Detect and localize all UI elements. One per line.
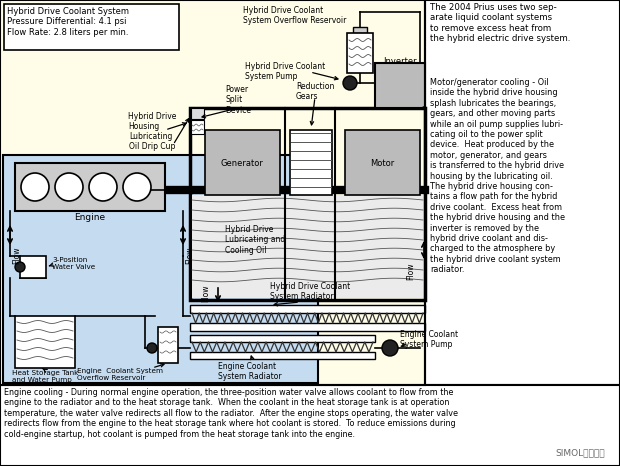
Text: Flow: Flow xyxy=(185,246,194,263)
Text: Hybrid Drive Coolant System
Pressure Differential: 4.1 psi
Flow Rate: 2.8 liters: Hybrid Drive Coolant System Pressure Dif… xyxy=(7,7,129,37)
Bar xyxy=(0,385,620,466)
Bar xyxy=(375,63,425,108)
Text: Flow: Flow xyxy=(406,262,415,280)
Text: Heat Storage Tank
and Water Pump: Heat Storage Tank and Water Pump xyxy=(12,370,78,383)
Text: Engine Coolant
System Pump: Engine Coolant System Pump xyxy=(400,330,458,350)
Text: Generator: Generator xyxy=(221,158,264,167)
Bar xyxy=(191,120,204,134)
Circle shape xyxy=(147,343,157,353)
Bar xyxy=(190,108,425,300)
Bar xyxy=(353,27,367,33)
Text: SIMOL西模论坛: SIMOL西模论坛 xyxy=(555,448,604,457)
Circle shape xyxy=(123,173,151,201)
Text: Reduction
Gears: Reduction Gears xyxy=(296,82,334,102)
Bar xyxy=(158,327,178,363)
Text: Inverter: Inverter xyxy=(383,57,417,66)
Text: Flow: Flow xyxy=(201,284,210,302)
Text: The 2004 Prius uses two sep-
arate liquid coolant systems
to remove excess heat : The 2004 Prius uses two sep- arate liqui… xyxy=(430,3,570,43)
Text: Flow: Flow xyxy=(12,246,21,263)
Text: Hybrid Drive Coolant
System Radiator: Hybrid Drive Coolant System Radiator xyxy=(270,282,350,302)
Circle shape xyxy=(15,262,25,272)
Bar xyxy=(20,256,46,278)
Bar xyxy=(191,108,204,119)
Bar xyxy=(290,130,332,195)
Bar xyxy=(190,305,425,313)
Text: Hybrid Drive
Housing: Hybrid Drive Housing xyxy=(128,112,176,131)
Text: Power
Split
Device: Power Split Device xyxy=(225,85,251,115)
Bar xyxy=(190,323,425,331)
Bar xyxy=(4,4,179,50)
Text: Engine Coolant
System Radiator: Engine Coolant System Radiator xyxy=(218,362,282,381)
Bar xyxy=(3,155,318,383)
Text: Hybrid Drive Coolant
System Overflow Reservoir: Hybrid Drive Coolant System Overflow Res… xyxy=(243,6,347,26)
Text: Engine  Coolant System
Overflow Reservoir: Engine Coolant System Overflow Reservoir xyxy=(77,368,163,381)
Bar xyxy=(347,33,373,73)
Circle shape xyxy=(21,173,49,201)
Bar xyxy=(15,316,75,368)
Text: Hybrid Drive Coolant
System Pump: Hybrid Drive Coolant System Pump xyxy=(245,62,325,82)
Text: Lubricating
Oil Drip Cup: Lubricating Oil Drip Cup xyxy=(129,132,175,151)
Bar xyxy=(190,352,375,359)
Text: Engine: Engine xyxy=(74,213,105,222)
Bar xyxy=(205,130,280,195)
Bar xyxy=(0,0,425,385)
Text: Motor: Motor xyxy=(370,158,394,167)
Circle shape xyxy=(343,76,357,90)
Circle shape xyxy=(55,173,83,201)
Bar xyxy=(425,0,620,385)
Bar xyxy=(192,195,423,298)
Text: Engine cooling - During normal engine operation, the three-position water valve : Engine cooling - During normal engine op… xyxy=(4,388,458,439)
Bar xyxy=(15,163,165,211)
Text: 3-Position
Water Valve: 3-Position Water Valve xyxy=(52,257,95,270)
Bar xyxy=(345,130,420,195)
Circle shape xyxy=(89,173,117,201)
Circle shape xyxy=(382,340,398,356)
Text: Hybrid Drive
Lubricating and
Cooling Oil: Hybrid Drive Lubricating and Cooling Oil xyxy=(225,225,285,255)
Bar xyxy=(190,335,375,342)
Text: Motor/generator cooling - Oil
inside the hybrid drive housing
splash lubricates : Motor/generator cooling - Oil inside the… xyxy=(430,78,565,274)
